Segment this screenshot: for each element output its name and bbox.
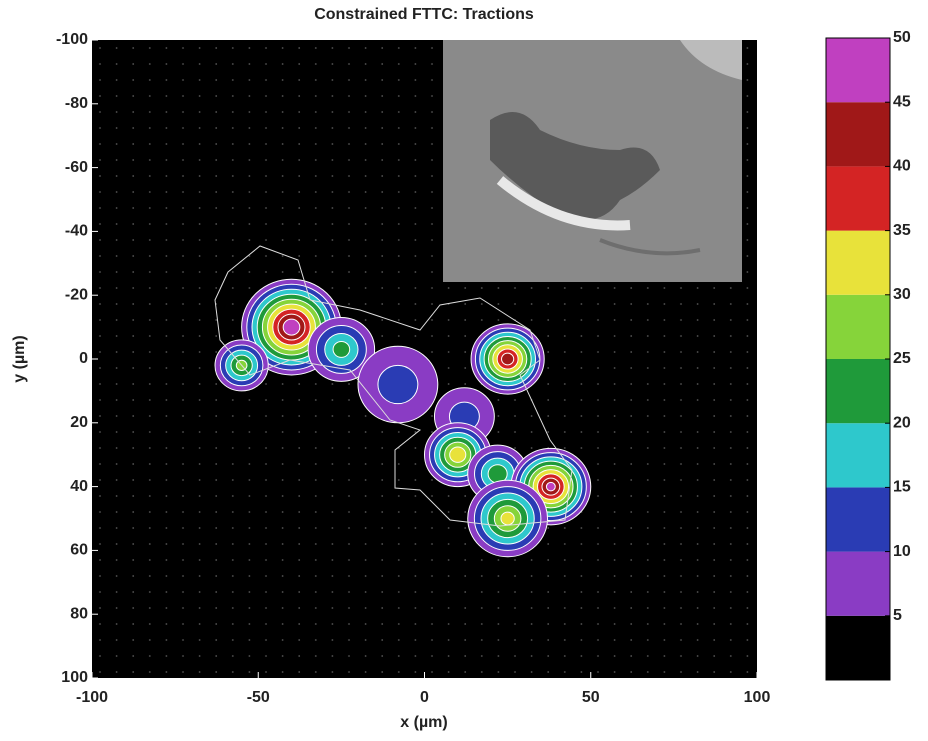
y-tick-label: -60 bbox=[65, 159, 88, 176]
colorbar-band bbox=[826, 230, 890, 295]
x-tick-label: -100 bbox=[76, 689, 108, 706]
y-tick-label: 40 bbox=[70, 478, 88, 495]
y-axis-label: y (µm) bbox=[11, 335, 28, 382]
traction-peak bbox=[467, 479, 549, 558]
traction-peak bbox=[307, 317, 376, 382]
x-tick-label: 100 bbox=[744, 689, 771, 706]
traction-peak bbox=[470, 323, 545, 395]
phase-image-inset bbox=[443, 40, 742, 282]
contour-level bbox=[501, 352, 515, 366]
x-axis-label: x (µm) bbox=[400, 714, 447, 731]
contour-level bbox=[449, 446, 467, 463]
y-tick-label: 20 bbox=[70, 414, 88, 431]
y-tick-label: 80 bbox=[70, 605, 88, 622]
traction-peak bbox=[510, 447, 592, 526]
traction-field bbox=[214, 278, 592, 558]
colorbar-tick-label: 40 bbox=[893, 158, 911, 175]
contour-level bbox=[500, 511, 515, 526]
contour-level bbox=[282, 318, 301, 336]
colorbar-tick-label: 35 bbox=[893, 222, 911, 239]
colorbar-tick-label: 45 bbox=[893, 93, 911, 110]
colorbar-tick-label: 10 bbox=[893, 543, 911, 560]
contour-level bbox=[332, 340, 351, 358]
traction-peak bbox=[357, 345, 439, 424]
colorbar-band bbox=[826, 551, 890, 616]
y-tick-label: 0 bbox=[79, 350, 88, 367]
x-tick-label: 0 bbox=[420, 689, 429, 706]
colorbar-tick-label: 25 bbox=[893, 350, 911, 367]
y-tick-label: 60 bbox=[70, 542, 88, 559]
colorbar-tick-label: 50 bbox=[893, 29, 911, 46]
colorbar bbox=[826, 38, 890, 680]
colorbar-tick-label: 30 bbox=[893, 286, 911, 303]
contour-level bbox=[377, 364, 419, 405]
colorbar-tick-label: 20 bbox=[893, 414, 911, 431]
y-tick-label: -40 bbox=[65, 223, 88, 240]
x-tick-label: -50 bbox=[247, 689, 270, 706]
y-tick-label: -80 bbox=[65, 95, 88, 112]
contour-level bbox=[545, 481, 556, 492]
colorbar-band bbox=[826, 615, 890, 680]
y-tick-label: -100 bbox=[56, 31, 88, 48]
y-tick-label: 100 bbox=[61, 669, 88, 686]
colorbar-band bbox=[826, 359, 890, 424]
colorbar-tick-label: 15 bbox=[893, 479, 911, 496]
cell-outline bbox=[214, 245, 573, 527]
colorbar-band bbox=[826, 294, 890, 359]
x-tick-label: 50 bbox=[582, 689, 600, 706]
y-tick-label: -20 bbox=[65, 286, 88, 303]
colorbar-band bbox=[826, 423, 890, 488]
colorbar-band bbox=[826, 166, 890, 231]
chart-title: Constrained FTTC: Tractions bbox=[314, 6, 534, 23]
colorbar-tick-label: 5 bbox=[893, 607, 902, 624]
colorbar-band bbox=[826, 487, 890, 552]
colorbar-band bbox=[826, 102, 890, 167]
colorbar-band bbox=[826, 38, 890, 103]
